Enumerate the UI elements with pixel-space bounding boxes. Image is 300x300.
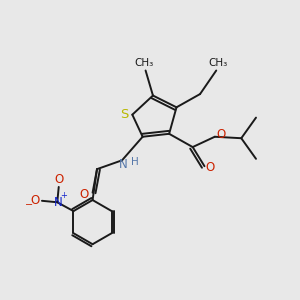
Text: O: O xyxy=(30,194,39,207)
Text: S: S xyxy=(120,108,128,121)
Text: CH₃: CH₃ xyxy=(134,58,154,68)
Text: CH₃: CH₃ xyxy=(208,58,227,68)
Text: −: − xyxy=(25,200,33,210)
Text: O: O xyxy=(205,161,214,174)
Text: +: + xyxy=(60,191,67,200)
Text: O: O xyxy=(217,128,226,141)
Text: O: O xyxy=(80,188,89,201)
Text: H: H xyxy=(131,157,139,167)
Text: N: N xyxy=(119,158,128,171)
Text: O: O xyxy=(54,173,63,186)
Text: N: N xyxy=(53,196,62,209)
